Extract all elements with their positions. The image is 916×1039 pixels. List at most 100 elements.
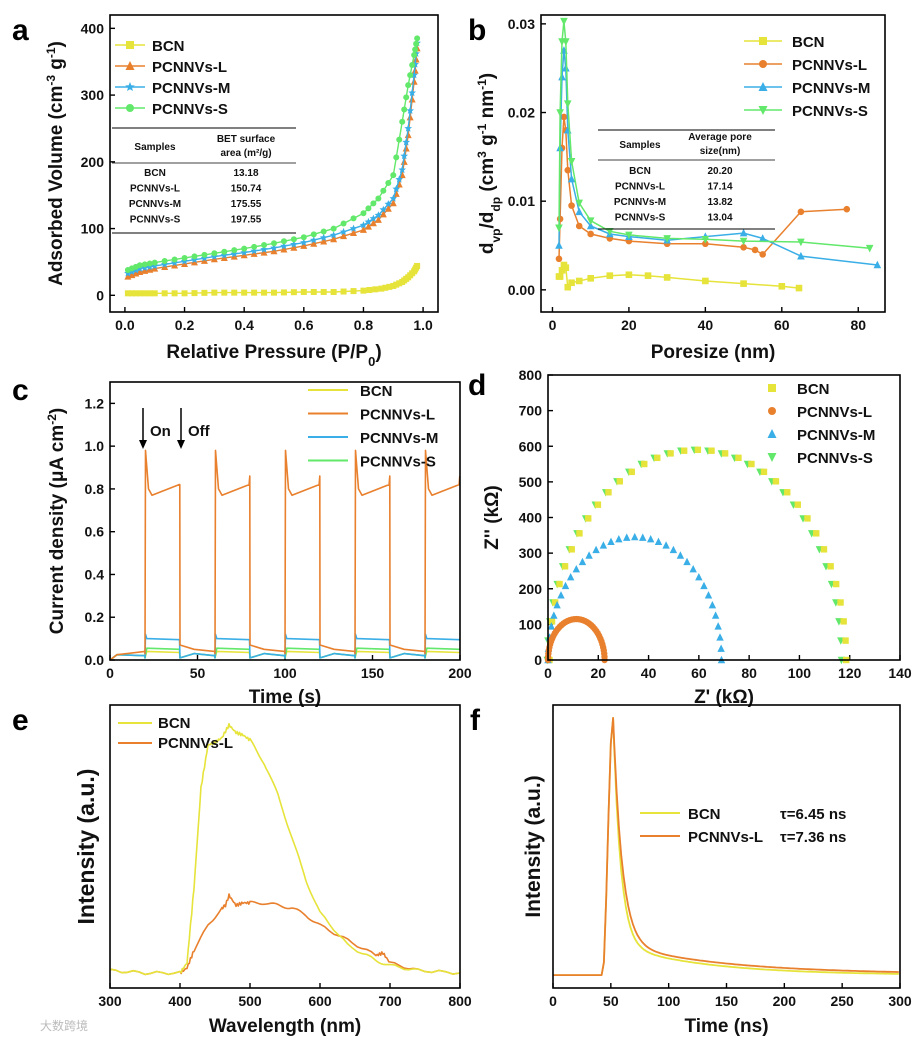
panel-a-point [300,288,307,295]
panel-d-point [561,581,570,590]
legend-entry-PCNNVs-M: PCNNVs-M [792,80,870,97]
panel-a-xtick-label: 0.6 [294,317,314,333]
panel-b-point [797,208,805,216]
panel-f-legend: BCN τ=6.45 ns PCNNVs-L τ=7.36 ns [640,806,846,846]
panel-e-xtick-label: 500 [238,993,262,1009]
panel-b-point [663,235,671,243]
panel-a-point [290,236,297,243]
panel-a-ytick-label: 200 [81,154,105,170]
legend-entry-PCNNVs-L: PCNNVs-L [360,407,435,424]
panel-label-b: b [468,14,486,47]
panel-d-ytick-label: 200 [519,581,543,597]
panel-b-point [575,277,583,285]
panel-a-point [300,234,307,241]
panel-a-point [270,247,278,255]
table-cell: 13.18 [233,168,258,179]
panel-b-point [606,228,614,236]
panel-c-annotations: On Off [139,408,211,449]
panel-b-point [625,231,633,240]
panel-b-point [556,273,564,280]
panel-a-point [181,254,188,261]
panel-a-point [413,40,420,47]
panel-a-point [181,259,189,267]
legend-entry-PCNNVs-S: PCNNVs-S [360,454,436,471]
panel-a-point [374,215,382,223]
legend-entry-BCN: BCN [797,381,830,398]
panel-a-legend: BCN PCNNVs-L PCNNVs-M PCNNVs-S [115,38,230,118]
panel-b-point [555,224,563,233]
panel-b-point [701,236,710,244]
panel-b-point [740,280,747,287]
table-cell: 20.20 [707,166,732,177]
panel-d-point [837,599,844,606]
panel-a-point [374,211,383,219]
panel-d-point [592,545,600,554]
panel-a-point [251,243,258,250]
table-header: Samples [619,140,661,151]
panel-c-xlabel: Time (s) [249,687,322,708]
panel-label-f: f [470,704,481,737]
panel-a-ytick-label: 0 [96,287,104,303]
annotation-off: Off [188,423,211,440]
panel-b-point [567,174,576,183]
panel-d-point [694,446,702,454]
panel-d-xtick-label: 60 [691,665,707,681]
panel-label-e: e [12,704,29,737]
panel-a-point [270,243,278,252]
panel-b-point [702,240,709,248]
panel-a-point [211,289,218,296]
panel-a-point [414,262,421,269]
panel-b-point [556,215,564,223]
panel-f-xlabel: Time (ns) [684,1016,768,1037]
panel-a-point [370,200,377,207]
panel-f-frame [552,704,901,989]
tau-annotation-BCN: τ=6.45 ns [780,806,846,823]
panel-a-ytick-label: 100 [81,221,105,237]
legend-entry-PCNNVs-S: PCNNVs-S [797,450,873,467]
annotation-on: On [150,423,171,440]
panel-e-xtick-label: 700 [378,993,402,1009]
panel-a-point [290,289,297,296]
panel-a-point [280,245,288,253]
panel-a-point [359,225,367,233]
panel-e: 300 400 500 600 700 800 BCN PCNNVs-L Wavelength … [12,704,472,1037]
table-cell: PCNNVs-S [615,213,666,224]
panel-b-series-BCN [555,261,803,292]
table-header: size(nm) [700,146,741,157]
panel-a-point [350,229,358,237]
panel-b-point [843,205,851,213]
panel-b-series-PCNNVs-S [555,17,874,253]
panel-b-point [873,260,882,269]
panel-c-legend: BCN PCNNVs-L PCNNVs-M PCNNVs-S [308,383,438,471]
panel-c-xtick-label: 50 [190,665,206,681]
arrow-head [177,440,185,449]
panel-c-frame [109,381,461,661]
panel-b-point [795,284,803,292]
legend-entry-PCNNVs-L: PCNNVs-L [797,404,872,421]
panel-a-point [141,261,148,268]
panel-d-point [572,564,581,573]
panel-a-point [151,264,159,272]
panel-a-xtick-label: 0.0 [115,317,135,333]
panel-d-xtick-label: 20 [590,665,606,681]
panel-a-point [210,255,218,263]
legend-entry-PCNNVs-S: PCNNVs-S [152,101,228,118]
panel-a-xlabel: Relative Pressure (P/P0) [166,342,381,369]
legend-entry-PCNNVs-L: PCNNVs-L [792,57,867,74]
panel-a-point [369,219,377,227]
panel-d-point [662,541,670,549]
panel-d-point [714,622,722,630]
panel-d-point [641,460,648,468]
panel-d-point [842,637,849,644]
legend-marker [126,41,134,49]
legend-entry-BCN: BCN [792,34,825,51]
legend-marker [759,60,767,68]
panel-a-point [396,136,403,143]
panel-d-xtick-label: 140 [888,665,912,681]
panel-a-point [407,72,414,79]
panel-a-point [384,200,393,208]
panel-a-table: Samples BET surface area (m²/g) BCN 13.18 PCN… [112,127,296,234]
table-cell: 150.74 [231,184,262,195]
panel-d-point [585,515,592,522]
panel-b-xtick-label: 0 [549,317,557,333]
